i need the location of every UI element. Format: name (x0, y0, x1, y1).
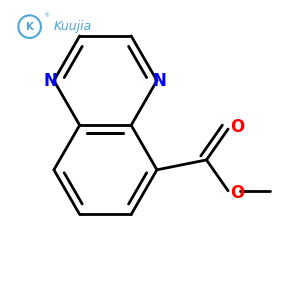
Text: ®: ® (43, 14, 49, 19)
Text: O: O (230, 184, 244, 202)
Text: O: O (230, 118, 244, 136)
Text: N: N (44, 72, 58, 90)
Text: K: K (26, 22, 34, 32)
Text: Kuujia: Kuujia (53, 20, 92, 33)
Text: N: N (153, 72, 167, 90)
